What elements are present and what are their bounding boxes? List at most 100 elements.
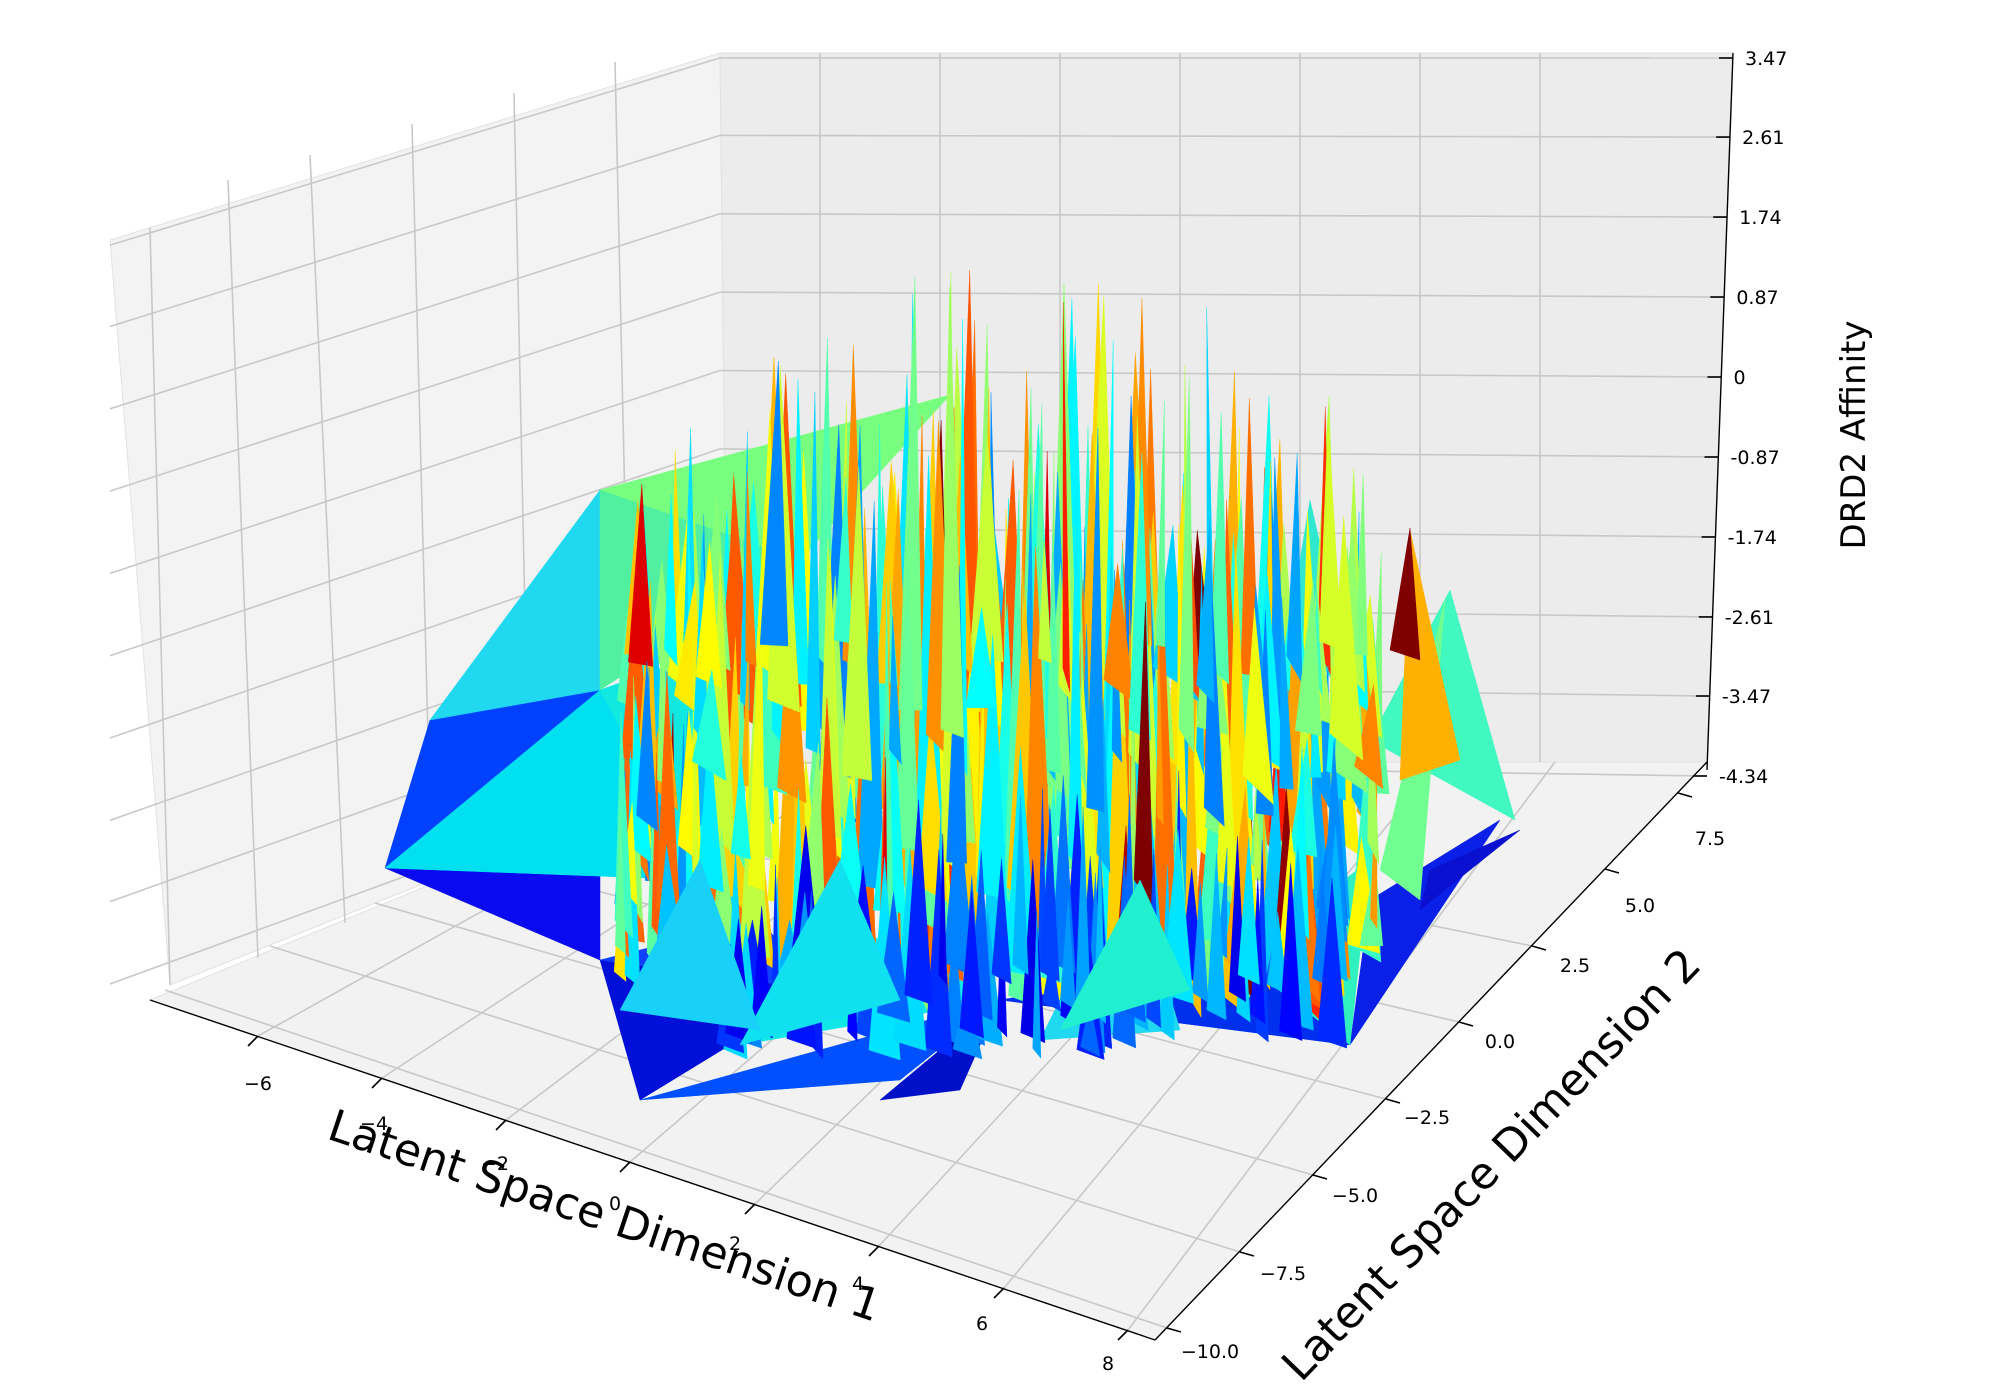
y-tick [1531,945,1547,951]
x-tick [619,1161,631,1173]
y-tick [1458,1021,1474,1027]
surface-spike [1178,376,1195,754]
surface-spike [1237,837,1260,985]
surface-spike [1012,794,1029,975]
surface-spike [938,833,948,986]
x-tick-label: 8 [1102,1353,1114,1375]
x-tick [868,1245,880,1257]
surface-spike [1319,416,1343,651]
y-tick-label: 7.5 [1695,828,1725,850]
surface-facet [1059,879,1191,1031]
surface-spike [759,361,789,647]
surface-spike [628,484,654,667]
x-tick-label: 4 [852,1273,864,1295]
surface-spike [664,494,678,667]
surface-spike [888,615,902,766]
surface-facet [1389,527,1421,661]
surface-spike [841,466,873,782]
surface-spike [1062,302,1071,693]
y-tick-label: 5.0 [1625,895,1655,917]
z-tick-label: -4.34 [1719,766,1768,788]
y-tick [1677,792,1693,798]
surface-spike [741,640,749,787]
y-tick-label: −5.0 [1332,1185,1378,1207]
z-tick-label: 1.74 [1739,207,1781,229]
surface-spike [942,799,975,973]
surface-facet [739,859,901,1046]
y-tick-label: 0.0 [1485,1031,1515,1053]
surface-spike [1354,474,1368,656]
z-tick-label: -1.74 [1728,527,1777,549]
surface-spike [1079,687,1088,798]
surface-spike [940,287,964,738]
surface [384,269,1521,1101]
surface-spike [1253,796,1264,881]
surface-spike [1042,951,1061,1012]
z-side-gridline [109,57,721,246]
surface-spike [1060,898,1077,1011]
x-axis-line [149,999,1156,1341]
x-tick-label: −6 [244,1073,272,1095]
x-tick [1117,1329,1129,1341]
surface-spike [1279,597,1294,790]
surface-spike [894,552,920,852]
surface-spike [1156,610,1164,825]
x-tick-label: 6 [976,1313,988,1335]
z-tick-label: -0.87 [1731,447,1780,469]
x-tick-label: −4 [360,1113,388,1135]
surface-spike [1316,877,1348,1049]
surface-spike [1038,541,1052,664]
z-tick-label: 0.87 [1736,287,1778,309]
surface-spike [959,889,984,1039]
surface-spike [805,391,821,755]
side-vertical-gridline [309,154,346,924]
x-tick [371,1077,383,1089]
z-back-gridline [719,369,1722,378]
x-tick-label: 0 [609,1193,621,1215]
y-axis-ticks: −10.0 −7.5 −5.0 −2.5 0.0 2.5 5.0 7.5 [1166,792,1725,1363]
surface-spike [833,476,853,644]
surface-facet [619,859,761,1031]
surface-spike [1286,452,1303,684]
x-tick [495,1119,507,1131]
side-vertical-gridline [227,179,259,959]
surface-spike [1155,401,1166,648]
y-tick [1166,1327,1182,1333]
surface-spike [991,858,1012,985]
z-tick-label: 0 [1733,367,1745,389]
z-side-gridline [109,291,721,492]
surface-spike [691,669,727,782]
surface-spike [1040,808,1060,982]
surface-spike [965,607,997,709]
surface-spike [636,660,658,832]
z-back-gridline [719,291,1725,298]
surface-spike [615,797,626,955]
y-tick [1385,1098,1401,1104]
surface-spike [1279,863,1303,1042]
surface-spike [1192,881,1209,1003]
z-side-gridline [109,448,721,657]
y-floor-gridline [164,989,1168,1329]
surface-spike [1266,911,1289,995]
surface-spike [1206,852,1227,1021]
x-tick [247,1035,259,1047]
z-tick-label: 2.61 [1742,127,1784,149]
surface-spike [1086,427,1105,813]
surface-spike [1210,411,1230,685]
surface-spike [745,471,757,667]
y-floor-gridline [269,945,1241,1253]
y-tick [1312,1174,1328,1180]
surface-spike [904,799,933,1006]
y-tick [1239,1251,1255,1257]
z-side-gridline [109,213,721,410]
surface-spike [697,725,724,893]
z-side-gridline [109,369,721,575]
surface-spike [1080,1001,1101,1057]
z-tick-label: -2.61 [1725,607,1774,629]
z-back-gridline [719,212,1728,218]
y-tick-label: 2.5 [1560,955,1590,977]
y-tick [1604,868,1620,874]
x-tick [993,1287,1005,1299]
z-axis-title: DRD2 Affinity [1834,320,1874,549]
